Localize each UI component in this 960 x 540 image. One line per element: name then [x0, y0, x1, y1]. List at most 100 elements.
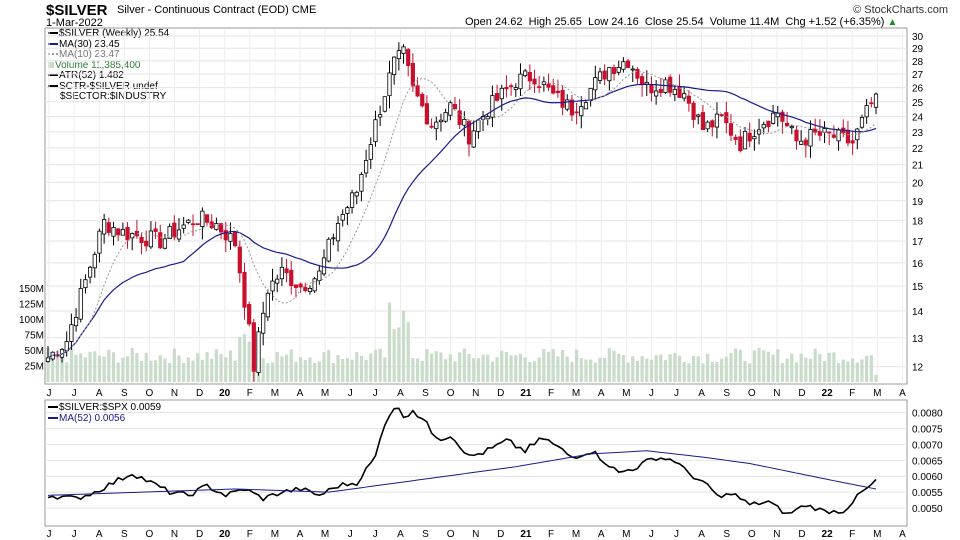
volume-bar [163, 358, 167, 382]
x-tick-label: F [247, 529, 253, 540]
candle-body [265, 292, 270, 318]
volume-bar [518, 353, 523, 382]
volume-tick-label: 75M [25, 331, 44, 342]
price-tick-label: 19 [912, 197, 924, 208]
price-tick-label: 23 [912, 128, 924, 139]
volume-bar [687, 363, 691, 382]
volume-bar [869, 355, 873, 382]
candle-body [120, 229, 125, 236]
ratio-tick-label: 0.0055 [912, 488, 943, 499]
x-tick-label: M [572, 529, 580, 540]
legend-atr-text: ATR(52) 1.482 [59, 70, 124, 81]
candle-body [630, 68, 635, 71]
candle-body [340, 214, 345, 221]
candle-body [392, 56, 397, 76]
volume-bar [392, 329, 396, 382]
candle-body [485, 116, 490, 120]
candle-body [415, 85, 420, 97]
candle-body [167, 226, 172, 240]
price-tick-label: 20 [912, 178, 924, 189]
volume-bar [453, 361, 457, 382]
volume-bar [762, 350, 766, 382]
candle-body [551, 85, 556, 94]
x-tick-label: 20 [219, 529, 231, 540]
volume-bar [598, 357, 602, 382]
volume-bar [121, 357, 125, 382]
volume-bar [420, 360, 424, 382]
volume-bar [383, 357, 387, 382]
price-tick-label: 21 [912, 161, 924, 172]
candle-body [148, 230, 154, 248]
candle-body [452, 104, 458, 110]
candle-body [279, 266, 284, 280]
volume-bar [205, 351, 209, 382]
candle-body [434, 121, 439, 130]
volume-bar [551, 349, 555, 382]
x-tick-label: M [321, 388, 329, 399]
candle-body [387, 72, 392, 97]
candle-body [153, 228, 158, 232]
volume-bar [715, 362, 719, 382]
x-tick-label: A [397, 388, 404, 399]
volume-bar [158, 355, 162, 382]
volume-bar [813, 348, 817, 382]
x-tick-label: D [196, 388, 203, 399]
candle-body [214, 223, 219, 230]
x-tick-label: N [773, 388, 780, 399]
x-tick-label: S [121, 529, 128, 540]
chart-symbol: $SILVER [46, 2, 108, 19]
volume-bar [617, 353, 621, 382]
candle-body [406, 49, 411, 66]
candle-body [555, 90, 560, 94]
volume-bar [88, 351, 92, 382]
chart-date: 1-Mar-2022 [46, 17, 103, 29]
volume-bar [210, 358, 214, 382]
candle-body [565, 99, 570, 110]
candle-body [471, 130, 476, 148]
legend-ma52: MA(52) 0.0056 [48, 413, 161, 425]
candle-body [527, 72, 532, 82]
candle-body [654, 90, 659, 97]
legend-ratio-text: $SILVER:$SPX 0.0059 [59, 402, 162, 413]
candle-body [139, 236, 144, 244]
x-tick-label: A [598, 388, 605, 399]
candle-body [625, 60, 631, 68]
x-tick-label: A [899, 529, 906, 540]
volume-bar [808, 358, 813, 382]
x-tick-label: D [497, 529, 504, 540]
volume-bar [191, 360, 195, 382]
candle-body [354, 191, 359, 197]
volume-bar [401, 310, 406, 382]
candle-body [869, 102, 874, 105]
candle-body [92, 254, 97, 269]
price-tick-label: 25 [912, 98, 924, 109]
volume-bar [537, 357, 541, 382]
volume-bar [748, 363, 752, 382]
volume-bar [785, 358, 789, 382]
candle-body [845, 129, 851, 144]
x-tick-label: M [873, 529, 881, 540]
candle-body [494, 93, 500, 101]
candle-body [597, 71, 603, 81]
x-axis-lower: J J A S O N D 20 F M A M J J A S O N D 21 F M A M J J A S O N D 22 F M A [47, 529, 907, 540]
x-tick-label: F [548, 529, 554, 540]
volume-bar [261, 358, 265, 382]
candle-body [532, 78, 537, 85]
price-tick-label: 28 [912, 57, 924, 68]
candle-body [247, 304, 252, 325]
x-tick-label: S [422, 388, 429, 399]
up-triangle-icon: ▲ [887, 17, 898, 28]
x-tick-label: 21 [520, 388, 532, 399]
volume-bar [65, 362, 69, 382]
candle-body [88, 266, 93, 278]
volume-bar [603, 358, 607, 382]
volume-bar [93, 351, 97, 382]
candle-body [303, 287, 308, 291]
volume-bar [387, 302, 392, 382]
volume-bar [196, 353, 200, 382]
volume-bar [270, 362, 275, 382]
candle-body [293, 284, 299, 288]
candle-body [116, 228, 121, 236]
x-tick-label: O [447, 529, 455, 540]
